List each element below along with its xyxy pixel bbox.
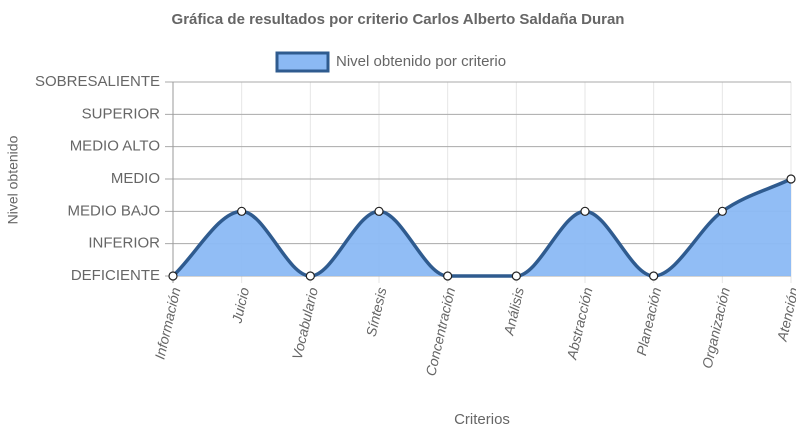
point [511,271,521,281]
line [171,177,792,278]
point [237,206,247,216]
point [717,206,727,216]
x-tick-label: Planeación [633,286,664,357]
point [168,271,178,281]
point [786,174,796,184]
y-tick-label: MEDIO BAJO [67,202,160,219]
point [374,206,384,216]
y-axis-label: Nivel obtenido [5,135,21,224]
legend-label: Nivel obtenido por criterio [336,53,506,70]
y-tick-label: SOBRESALIENTE [35,73,160,90]
point [649,271,659,281]
chart-title: Gráfica de resultados por criterio Carlo… [172,11,625,28]
x-tick-label: Juicio [228,286,252,326]
area [173,179,791,276]
x-tick-label: Información [151,286,183,361]
x-tick-label: Organización [699,286,733,370]
y-tick-label: MEDIO [111,170,160,187]
y-tick-label: INFERIOR [88,235,160,252]
y-tick-label: SUPERIOR [82,105,161,122]
x-tick-label: Síntesis [363,286,390,338]
x-tick-label: Abstracción [563,286,595,362]
x-tick-label: Vocabulario [289,286,321,361]
point [580,206,590,216]
y-tick-label: DEFICIENTE [71,267,160,284]
x-tick-label: Análisis [500,286,527,338]
x-axis-label: Criterios [454,411,510,428]
x-tick-label: Atención [773,286,796,344]
point [305,271,315,281]
point [443,271,453,281]
legend-swatch [275,51,330,73]
x-tick-label: Concentración [422,286,458,378]
y-tick-label: MEDIO ALTO [70,138,160,155]
